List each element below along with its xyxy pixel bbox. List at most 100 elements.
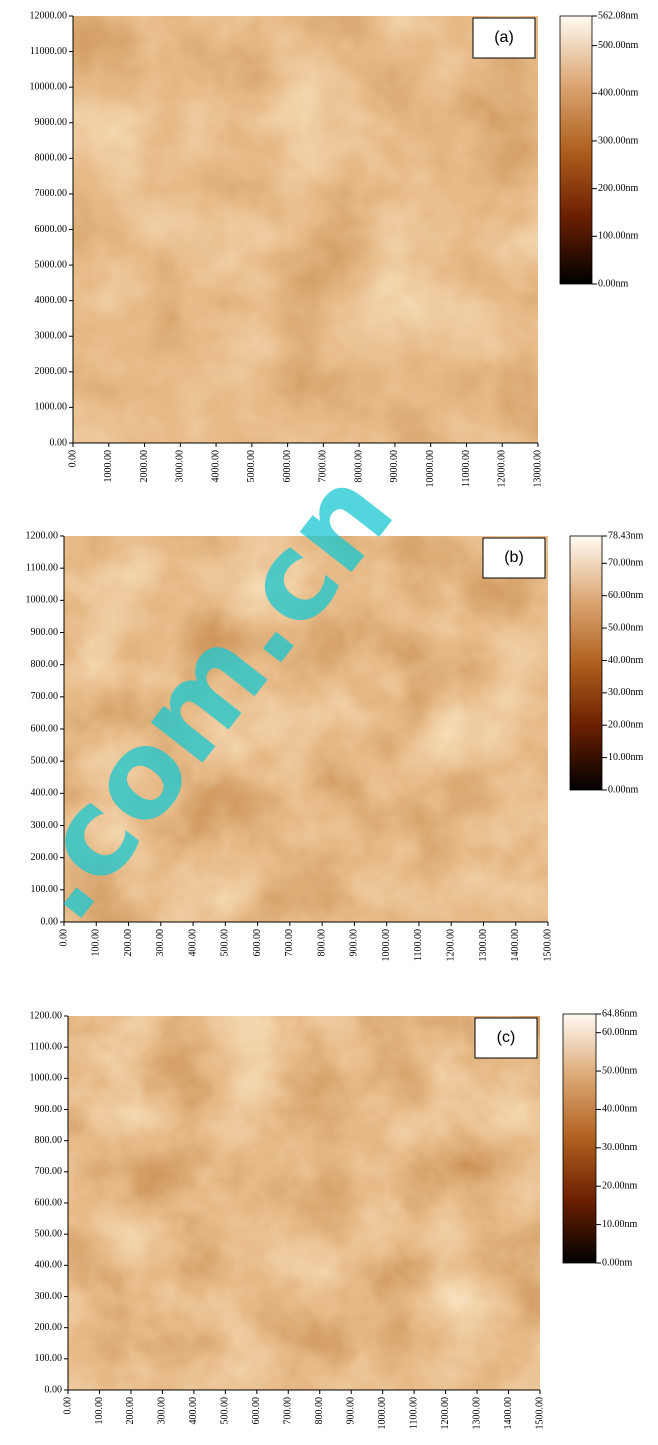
colorbar-tick-label: 0.00nm <box>598 278 629 289</box>
y-tick-label: 900.00 <box>35 1104 63 1115</box>
x-tick-label: 800.00 <box>316 929 327 957</box>
colorbar <box>560 16 592 284</box>
y-tick-label: 0.00 <box>50 437 68 448</box>
y-tick-label: 1100.00 <box>30 1041 62 1052</box>
colorbar-tick-label: 78.43nm <box>608 530 644 541</box>
y-tick-label: 200.00 <box>35 1322 63 1333</box>
x-tick-label: 3000.00 <box>175 450 186 483</box>
x-tick-label: 1200.00 <box>445 929 456 962</box>
y-tick-label: 600.00 <box>31 723 59 734</box>
colorbar-tick-label: 300.00nm <box>598 135 639 146</box>
y-tick-label: 1100.00 <box>26 562 58 573</box>
colorbar-tick-label: 500.00nm <box>598 40 639 51</box>
x-tick-label: 900.00 <box>345 1397 356 1425</box>
x-tick-label: 9000.00 <box>389 450 400 483</box>
y-tick-label: 2000.00 <box>35 366 68 377</box>
x-tick-label: 600.00 <box>252 929 263 957</box>
x-tick-label: 1100.00 <box>408 1397 419 1429</box>
colorbar <box>563 1014 596 1263</box>
x-tick-label: 1100.00 <box>413 929 424 961</box>
x-tick-label: 600.00 <box>251 1397 262 1425</box>
y-tick-label: 1200.00 <box>26 530 59 541</box>
x-tick-label: 1200.00 <box>440 1397 451 1430</box>
x-tick-label: 1400.00 <box>510 929 521 962</box>
x-tick-label: 0.00 <box>62 1397 73 1415</box>
x-tick-label: 500.00 <box>220 929 231 957</box>
x-tick-label: 100.00 <box>94 1397 105 1425</box>
y-tick-label: 500.00 <box>35 1228 63 1239</box>
y-tick-label: 800.00 <box>35 1135 63 1146</box>
x-tick-label: 400.00 <box>188 1397 199 1425</box>
x-tick-label: 13000.00 <box>532 450 543 488</box>
panel-label: (b) <box>504 549 524 566</box>
x-tick-label: 1000.00 <box>381 929 392 962</box>
colorbar-tick-label: 400.00nm <box>598 88 639 99</box>
colorbar <box>570 536 602 790</box>
colorbar-tick-label: 64.86nm <box>602 1008 638 1019</box>
y-tick-label: 400.00 <box>35 1260 63 1271</box>
y-tick-label: 500.00 <box>31 755 59 766</box>
y-tick-label: 11000.00 <box>30 46 67 57</box>
x-tick-label: 1300.00 <box>471 1397 482 1430</box>
colorbar-tick-label: 60.00nm <box>602 1027 638 1038</box>
y-tick-label: 100.00 <box>35 1353 63 1364</box>
panel-label: (c) <box>497 1029 516 1046</box>
panel-label: (a) <box>494 29 514 46</box>
y-tick-label: 300.00 <box>35 1291 63 1302</box>
x-tick-label: 900.00 <box>349 929 360 957</box>
colorbar-tick-label: 562.08nm <box>598 10 639 21</box>
x-tick-label: 700.00 <box>284 929 295 957</box>
x-tick-label: 0.00 <box>58 929 69 947</box>
x-tick-label: 1500.00 <box>534 1397 545 1430</box>
colorbar-tick-label: 30.00nm <box>608 687 644 698</box>
colorbar-tick-label: 40.00nm <box>608 655 644 666</box>
colorbar-tick-label: 40.00nm <box>602 1104 638 1115</box>
x-tick-label: 700.00 <box>283 1397 294 1425</box>
y-tick-label: 900.00 <box>31 627 59 638</box>
x-tick-label: 400.00 <box>187 929 198 957</box>
y-tick-label: 4000.00 <box>35 295 68 306</box>
colorbar-tick-label: 20.00nm <box>608 720 644 731</box>
x-tick-label: 2000.00 <box>139 450 150 483</box>
x-tick-label: 500.00 <box>220 1397 231 1425</box>
afm-image <box>68 1016 540 1390</box>
y-tick-label: 1200.00 <box>30 1010 63 1021</box>
x-tick-label: 0.00 <box>67 450 78 468</box>
figure: 0.00 1000.00 2000.00 3000.00 4000.00 5000.00 6… <box>0 0 658 1445</box>
x-tick-label: 300.00 <box>157 1397 168 1425</box>
x-tick-label: 12000.00 <box>497 450 508 488</box>
y-tick-label: 800.00 <box>31 659 59 670</box>
y-tick-label: 0.00 <box>41 916 59 927</box>
x-tick-label: 300.00 <box>155 929 166 957</box>
colorbar-tick-label: 70.00nm <box>608 558 644 569</box>
colorbar-tick-label: 10.00nm <box>608 752 644 763</box>
y-tick-label: 5000.00 <box>35 259 68 270</box>
colorbar-tick-label: 50.00nm <box>602 1065 638 1076</box>
y-tick-label: 600.00 <box>35 1197 63 1208</box>
y-tick-label: 700.00 <box>31 691 59 702</box>
colorbar-tick-label: 60.00nm <box>608 590 644 601</box>
x-tick-label: 200.00 <box>125 1397 136 1425</box>
colorbar-tick-label: 50.00nm <box>608 622 644 633</box>
x-tick-label: 1000.00 <box>377 1397 388 1430</box>
y-tick-label: 1000.00 <box>35 402 68 413</box>
y-tick-label: 3000.00 <box>35 331 68 342</box>
x-tick-label: 8000.00 <box>353 450 364 483</box>
y-tick-label: 1000.00 <box>26 595 59 606</box>
x-tick-label: 11000.00 <box>461 450 472 487</box>
y-tick-label: 0.00 <box>45 1384 63 1395</box>
y-tick-label: 10000.00 <box>30 81 68 92</box>
x-tick-label: 4000.00 <box>210 450 221 483</box>
y-tick-label: 12000.00 <box>30 10 68 21</box>
x-tick-label: 1500.00 <box>542 929 553 962</box>
y-tick-label: 9000.00 <box>35 117 68 128</box>
colorbar-tick-label: 0.00nm <box>602 1257 633 1268</box>
x-tick-label: 1300.00 <box>478 929 489 962</box>
colorbar-tick-label: 10.00nm <box>602 1219 638 1230</box>
y-tick-label: 8000.00 <box>35 153 68 164</box>
colorbar-tick-label: 200.00nm <box>598 183 639 194</box>
x-tick-label: 10000.00 <box>425 450 436 488</box>
y-tick-label: 700.00 <box>35 1166 63 1177</box>
y-tick-label: 1000.00 <box>30 1073 63 1084</box>
y-tick-label: 6000.00 <box>35 224 68 235</box>
